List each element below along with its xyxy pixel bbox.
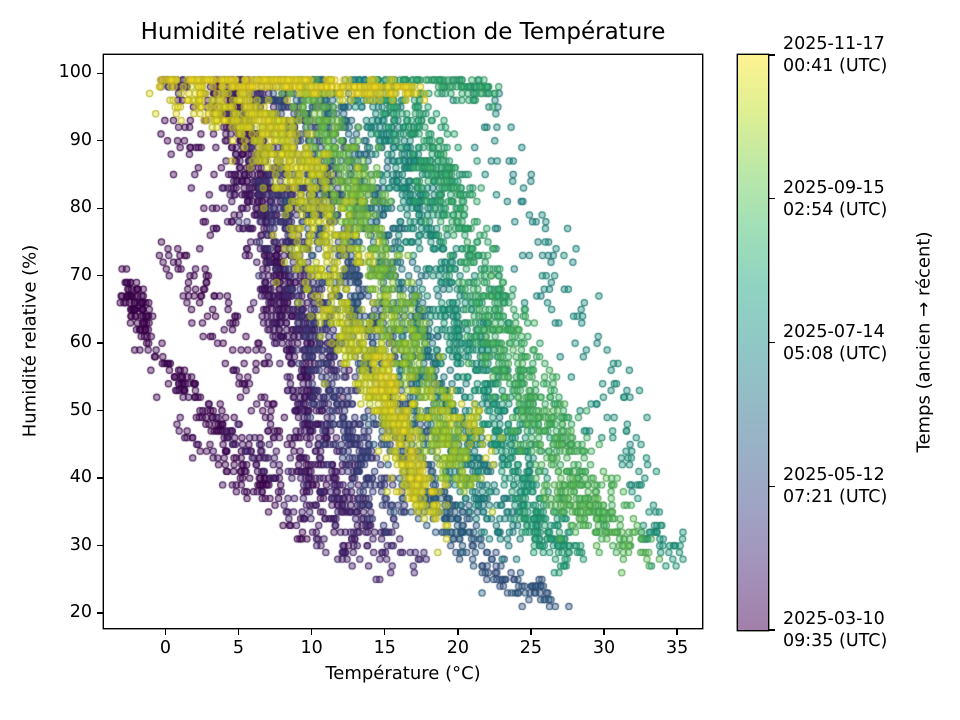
x-tick-mark xyxy=(457,628,459,635)
colorbar-tick-label: 2025-07-14 05:08 (UTC) xyxy=(783,321,888,364)
x-tick-mark xyxy=(164,628,167,635)
y-tick-mark xyxy=(97,207,104,209)
colorbar-tick-label: 2025-11-17 00:41 (UTC) xyxy=(783,34,888,76)
x-tick-label: 30 xyxy=(592,638,616,658)
plot-area xyxy=(104,55,702,628)
y-tick-mark xyxy=(97,612,104,614)
y-tick-label: 60 xyxy=(69,332,92,353)
colorbar-tick-label: 2025-09-15 02:54 (UTC) xyxy=(783,177,888,220)
y-tick-mark xyxy=(97,477,104,479)
x-tick-mark xyxy=(530,628,532,635)
x-tick-label: 10 xyxy=(300,638,323,658)
y-tick-label: 80 xyxy=(69,197,92,218)
colorbar-tick-mark xyxy=(768,629,775,631)
colorbar-label: Temps (ancien → récent) xyxy=(913,231,935,453)
x-tick-label: 0 xyxy=(159,638,171,658)
y-tick-label: 50 xyxy=(69,399,92,420)
colorbar-tick-mark xyxy=(768,341,775,344)
y-tick-mark xyxy=(97,274,104,277)
colorbar-tick-mark xyxy=(768,54,775,56)
y-tick-mark xyxy=(97,72,104,74)
y-tick-mark xyxy=(97,409,104,412)
x-tick-label: 25 xyxy=(519,638,543,658)
y-tick-label: 40 xyxy=(69,467,92,488)
x-tick-label: 20 xyxy=(446,638,469,658)
x-tick-label: 15 xyxy=(373,638,396,658)
x-tick-mark xyxy=(310,628,313,635)
x-axis-label: Température (°C) xyxy=(325,663,481,684)
colorbar-tick-mark xyxy=(768,485,775,487)
x-tick-mark xyxy=(384,628,386,635)
colorbar-tick-label: 2025-03-10 09:35 (UTC) xyxy=(783,609,888,651)
x-tick-mark xyxy=(676,628,678,635)
y-tick-label: 20 xyxy=(69,602,92,623)
y-tick-label: 90 xyxy=(69,129,92,150)
y-tick-mark xyxy=(97,140,104,142)
x-tick-label: 35 xyxy=(666,638,689,658)
chart-title: Humidité relative en fonction de Tempéra… xyxy=(140,19,666,45)
y-axis-label: Humidité relative (%) xyxy=(19,244,41,438)
scatter-canvas xyxy=(104,55,702,628)
colorbar-tick-label: 2025-05-12 07:21 (UTC) xyxy=(783,465,888,508)
y-tick-mark xyxy=(97,544,104,547)
x-tick-label: 5 xyxy=(232,638,245,658)
x-tick-mark xyxy=(603,628,605,635)
y-tick-label: 100 xyxy=(58,62,92,83)
y-tick-label: 70 xyxy=(69,264,92,285)
colorbar xyxy=(738,55,768,630)
x-tick-mark xyxy=(237,628,240,635)
y-tick-label: 30 xyxy=(69,534,92,555)
y-tick-mark xyxy=(97,342,104,344)
colorbar-tick-mark xyxy=(768,198,775,200)
